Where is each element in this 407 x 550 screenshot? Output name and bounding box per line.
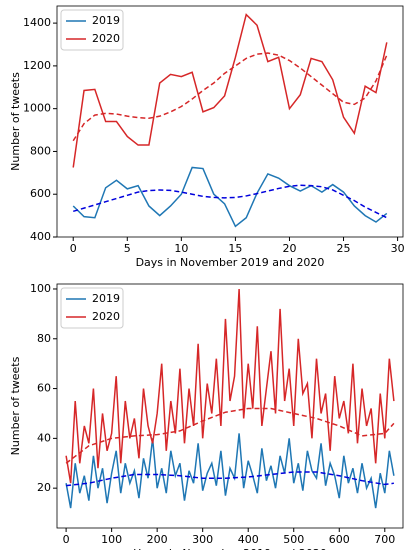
legend-label: 2020 xyxy=(92,310,120,323)
series-line xyxy=(65,288,395,484)
x-tick-label: 10 xyxy=(174,242,188,255)
x-tick-label: 600 xyxy=(329,533,350,546)
x-tick-label: 300 xyxy=(192,533,213,546)
legend-label: 2020 xyxy=(92,32,120,45)
x-tick-label: 700 xyxy=(374,533,395,546)
y-tick-label: 1200 xyxy=(23,59,51,72)
y-tick-label: 60 xyxy=(37,382,51,395)
x-tick-label: 5 xyxy=(124,242,131,255)
y-tick-label: 400 xyxy=(30,230,51,243)
x-tick-label: 0 xyxy=(63,533,70,546)
legend-label: 2019 xyxy=(92,14,120,27)
y-tick-label: 100 xyxy=(30,282,51,295)
x-axis-label: Days in November 2019 and 2020 xyxy=(136,256,325,269)
legend-label: 2019 xyxy=(92,292,120,305)
trend-line xyxy=(66,471,395,487)
series-line xyxy=(72,13,388,168)
trend-line xyxy=(72,52,388,142)
legend-box xyxy=(60,287,124,329)
series-line xyxy=(72,166,388,228)
y-axis-label: Number of tweets xyxy=(9,356,22,455)
y-axis-label: Number of tweets xyxy=(9,72,22,171)
x-tick-label: 400 xyxy=(238,533,259,546)
y-tick-label: 1400 xyxy=(23,16,51,29)
x-tick-label: 100 xyxy=(101,533,122,546)
y-tick-label: 1000 xyxy=(23,102,51,115)
x-tick-label: 30 xyxy=(391,242,405,255)
x-tick-label: 15 xyxy=(228,242,242,255)
x-tick-label: 25 xyxy=(337,242,351,255)
y-tick-label: 600 xyxy=(30,187,51,200)
y-tick-label: 80 xyxy=(37,332,51,345)
plot-frame xyxy=(56,283,404,529)
plot-frame xyxy=(56,5,404,238)
legend-box xyxy=(60,9,124,51)
x-tick-label: 20 xyxy=(282,242,296,255)
trend-line xyxy=(73,184,388,219)
x-axis-label: Hours in November 2019 and 2020 xyxy=(133,547,327,550)
x-tick-label: 0 xyxy=(70,242,77,255)
y-tick-label: 20 xyxy=(37,481,51,494)
x-tick-label: 200 xyxy=(147,533,168,546)
y-tick-label: 40 xyxy=(37,431,51,444)
x-tick-label: 500 xyxy=(283,533,304,546)
series-line xyxy=(65,433,395,509)
y-tick-label: 800 xyxy=(30,144,51,157)
